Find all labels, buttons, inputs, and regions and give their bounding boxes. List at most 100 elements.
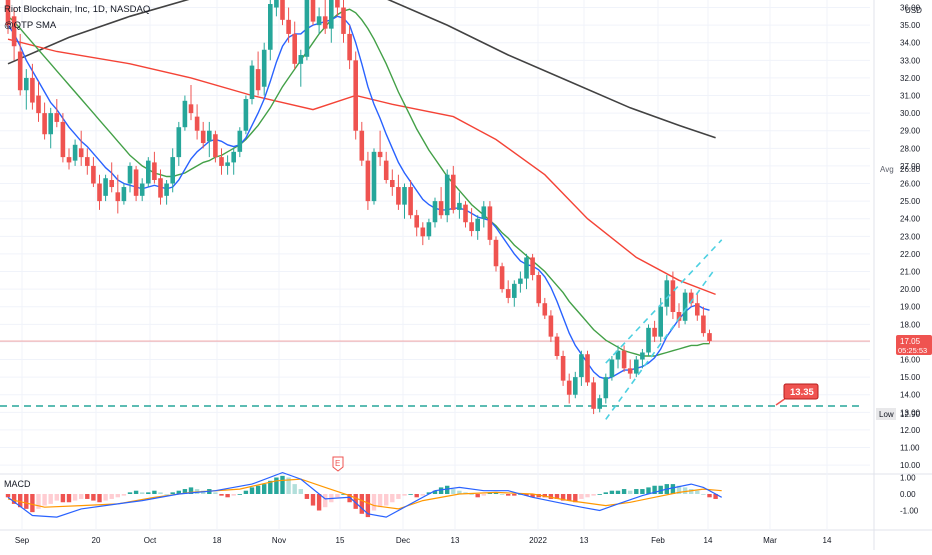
candle-body — [615, 350, 621, 360]
candle-body — [152, 162, 157, 180]
time-axis: Sep 20 Oct 18 Nov 15 Dec 13 2022 13 Feb 14 Mar 14 — [15, 536, 832, 545]
candle-body — [463, 204, 468, 223]
candle-body — [304, 0, 310, 57]
candle — [261, 42, 267, 96]
candle — [585, 350, 590, 386]
macd-bar — [164, 494, 169, 495]
macd-bar — [60, 494, 66, 503]
price-tick: 21.00 — [900, 268, 921, 277]
candle — [109, 162, 114, 193]
price-tick: 19.00 — [900, 303, 921, 312]
candle — [554, 333, 560, 360]
avg-label: Avg — [880, 165, 894, 174]
macd-bar — [146, 492, 151, 494]
macd-tick: 0.00 — [900, 490, 916, 499]
macd-bar — [371, 494, 377, 511]
candle-body — [5, 0, 11, 26]
candle — [194, 104, 200, 140]
candle-body — [36, 95, 41, 114]
macd-bar — [280, 475, 285, 494]
candle-body — [426, 222, 432, 237]
price-tick: 30.00 — [900, 109, 921, 118]
candle-body — [487, 206, 493, 240]
macd-bar — [676, 485, 682, 494]
macd-bar — [292, 484, 297, 494]
candle — [707, 329, 712, 344]
macd-bar — [408, 494, 413, 495]
macd-bar — [396, 494, 401, 499]
candle-body — [707, 333, 712, 342]
candle-body — [207, 130, 212, 142]
candle — [457, 192, 462, 219]
candle — [310, 0, 316, 26]
candle — [176, 121, 182, 166]
earnings-marker[interactable]: E — [332, 456, 344, 472]
candle-body — [432, 201, 438, 223]
macd-bar — [182, 489, 188, 494]
candle — [286, 7, 291, 43]
macd-bar — [701, 494, 706, 495]
candle — [115, 174, 121, 214]
candle-body — [280, 0, 285, 20]
candle — [30, 63, 35, 110]
macd-bar — [481, 494, 486, 496]
macd-bar — [341, 494, 346, 495]
sma-slow-line — [7, 38, 716, 296]
price-tick: 16.00 — [900, 356, 921, 365]
macd-bar — [109, 494, 114, 499]
macd-bar — [670, 484, 676, 494]
macd-bar — [255, 485, 261, 494]
macd-bar — [530, 494, 535, 498]
price-tick: 22.00 — [900, 250, 921, 259]
candle — [5, 0, 11, 34]
macd-bar — [5, 494, 11, 498]
macd-bar — [591, 494, 596, 496]
candle — [432, 197, 438, 228]
candle-body — [268, 4, 273, 50]
candle-body — [469, 222, 474, 232]
candle-body — [554, 336, 560, 356]
support-annotation[interactable]: 13.35 — [775, 383, 819, 406]
candle-body — [493, 239, 499, 267]
candle-body — [292, 33, 297, 64]
macd-bar — [621, 489, 627, 494]
candle — [54, 99, 60, 128]
candle — [139, 178, 145, 202]
candle — [225, 155, 230, 175]
candle — [237, 127, 243, 158]
macd-bar — [512, 494, 517, 496]
macd-bar — [48, 494, 53, 504]
candle-body — [566, 380, 572, 395]
macd-bar — [115, 494, 120, 498]
macd-bar — [91, 494, 96, 501]
candle-body — [402, 187, 407, 205]
price-tick: 28.00 — [900, 144, 921, 153]
macd-bar — [402, 494, 407, 496]
macd-bar — [451, 489, 456, 494]
time-tick: 13 — [451, 536, 460, 545]
macd-bar — [24, 494, 29, 509]
candle — [24, 69, 29, 110]
macd-bar — [365, 494, 371, 518]
sma-long-line — [7, 0, 716, 139]
time-tick: Feb — [651, 536, 665, 545]
candle-body — [286, 19, 291, 34]
candle — [72, 139, 78, 166]
candle-body — [591, 382, 596, 409]
candle — [85, 148, 90, 175]
macd-bar — [140, 492, 145, 494]
time-tick: 14 — [704, 536, 713, 545]
candle — [542, 297, 548, 320]
candle-body — [335, 0, 340, 8]
macd-bar — [597, 494, 602, 495]
candle — [688, 289, 694, 307]
candle — [383, 151, 389, 184]
time-tick: 15 — [336, 536, 345, 545]
candle — [60, 113, 66, 163]
price-tick: 31.00 — [900, 92, 921, 101]
candle-body — [499, 266, 505, 290]
candle — [512, 280, 517, 307]
macd-bar — [323, 494, 328, 508]
macd-pane[interactable] — [5, 471, 722, 518]
